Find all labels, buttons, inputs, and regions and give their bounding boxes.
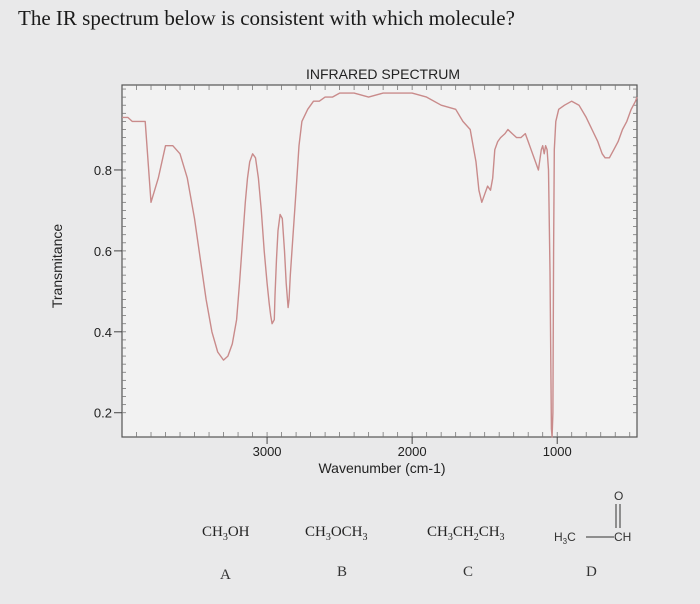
option-c-letter: C <box>463 564 474 580</box>
y-axis-ticks: 0.8 0.6 0.4 0.2 <box>94 163 122 421</box>
y-tick-label: 0.2 <box>94 406 112 421</box>
y-tick-label: 0.6 <box>94 244 112 259</box>
x-axis-label: Wavenumber (cm-1) <box>318 460 445 476</box>
aldehyde-ch-label: CH <box>614 530 631 544</box>
option-b-formula: CH3OCH3 <box>305 524 368 543</box>
y-axis-label: Transmitance <box>49 224 65 309</box>
option-a-formula: CH3OH <box>202 524 250 543</box>
oxygen-label: O <box>614 489 623 503</box>
option-a-letter: A <box>220 567 231 583</box>
option-d-structure: O H3C CH <box>554 489 631 546</box>
chart-title: INFRARED SPECTRUM <box>306 66 460 82</box>
option-d-letter: D <box>586 564 597 580</box>
y-tick-label: 0.8 <box>94 163 112 178</box>
spectrum-line <box>122 92 638 438</box>
minor-ticks <box>122 85 637 437</box>
x-tick-label: 2000 <box>398 444 427 459</box>
plot-frame <box>121 84 638 438</box>
x-tick-label: 3000 <box>253 444 282 459</box>
option-b-letter: B <box>337 564 348 580</box>
methyl-h-label: H3C <box>554 530 576 546</box>
option-c-formula: CH3CH2CH3 <box>427 524 505 543</box>
x-tick-label: 1000 <box>543 444 572 459</box>
x-axis-ticks: 3000 2000 1000 <box>253 437 572 459</box>
y-tick-label: 0.4 <box>94 325 112 340</box>
question-text: The IR spectrum below is consistent with… <box>18 6 515 30</box>
